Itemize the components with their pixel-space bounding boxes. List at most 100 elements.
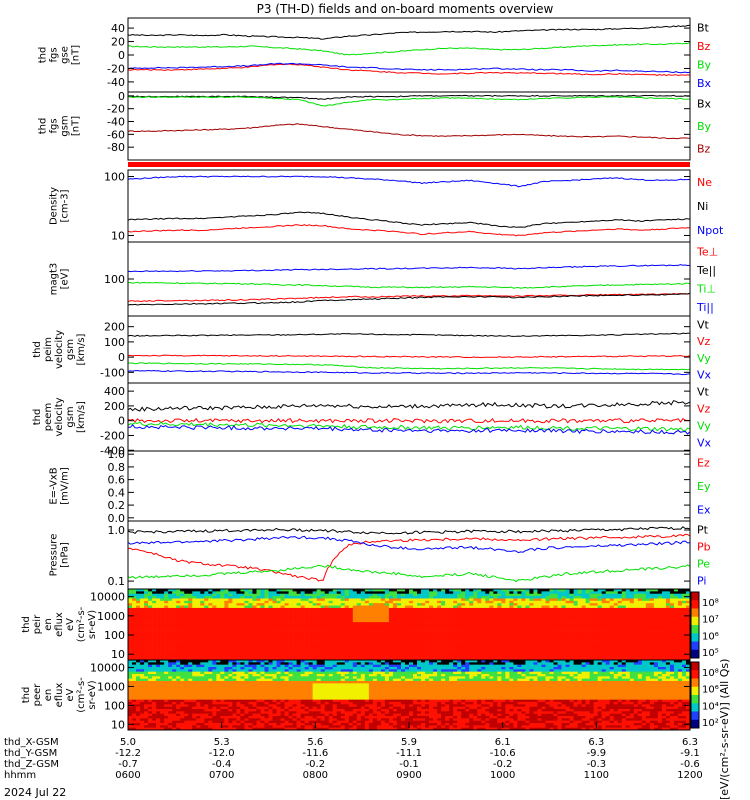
series-line-Bx: [127, 62, 691, 74]
spectrogram-cell: [577, 598, 582, 602]
spectrogram-cell: [533, 591, 538, 595]
spectrogram-cell: [264, 593, 269, 597]
spectrogram-cell: [673, 610, 679, 613]
spectrogram-cell: [256, 603, 261, 606]
spectrogram-cell: [212, 633, 217, 637]
spectrogram-cell: [537, 607, 542, 611]
spectrogram-cell: [645, 638, 651, 642]
series-line-Te||: [127, 292, 691, 306]
spectrogram-cell: [188, 589, 193, 592]
spectrogram-cell: [461, 664, 466, 668]
spectrogram-cell: [673, 617, 679, 621]
spectrogram-cell: [176, 605, 181, 609]
spectrogram-cell: [609, 615, 615, 618]
spectrogram-cell: [537, 612, 542, 616]
spectrogram-cell: [296, 612, 301, 616]
spectrogram-cell: [260, 657, 265, 661]
spectrogram-cell: [376, 619, 382, 623]
spectrogram-cell: [453, 629, 458, 632]
spectrogram-cell: [132, 645, 137, 649]
spectrogram-cell: [665, 641, 671, 644]
spectrogram-cell: [569, 617, 574, 621]
spectrogram-cell: [404, 629, 410, 632]
spectrogram-cell: [645, 624, 651, 628]
spectrogram-cell: [288, 645, 293, 649]
spectrogram-cell: [360, 603, 366, 606]
spectrogram-cell: [232, 660, 237, 663]
spectrogram-cell: [505, 622, 510, 625]
spectrogram-cell: [364, 610, 370, 613]
spectrogram-cell: [308, 652, 313, 656]
y-tick-label: 0.8: [108, 461, 126, 474]
spectrogram-cell: [164, 629, 169, 632]
series-line-Vt: [127, 400, 691, 412]
spectrogram-cell: [348, 612, 354, 616]
spectrogram-cell: [256, 619, 261, 623]
spectrogram-cell: [252, 660, 257, 663]
spectrogram-cell: [461, 591, 466, 595]
spectrogram-cell: [445, 636, 450, 639]
spectrogram-cell: [216, 610, 221, 613]
spectrogram-cell: [180, 622, 185, 625]
spectrogram-cell: [324, 610, 330, 613]
spectrogram-cell: [637, 655, 643, 658]
spectrogram-cell: [304, 593, 309, 597]
spectrogram-cell: [276, 641, 281, 644]
spectrogram-cell: [176, 591, 181, 595]
spectrogram-cell: [425, 624, 430, 628]
spectrogram-cell: [348, 650, 354, 654]
spectrogram-cell: [152, 667, 157, 670]
spectrogram-cell: [348, 596, 354, 599]
spectrogram-cell: [509, 631, 514, 635]
spectrogram-cell: [445, 650, 450, 654]
spectrogram-cell: [473, 652, 478, 656]
spectrogram-cell: [497, 615, 502, 618]
spectrogram-cell: [356, 636, 362, 639]
spectrogram-cell: [557, 667, 562, 670]
spectrogram-cell: [649, 603, 655, 606]
spectrogram-cell: [441, 610, 446, 613]
spectrogram-cell: [244, 624, 249, 628]
spectrogram-cell: [569, 622, 574, 625]
spectrogram-cell: [136, 607, 141, 611]
spectrogram-cell: [625, 652, 631, 656]
spectrogram-cell: [168, 603, 173, 606]
spectrogram-cell: [224, 636, 229, 639]
spectrogram-cell: [164, 636, 169, 639]
spectrogram-cell: [152, 641, 157, 644]
spectrogram-cell: [168, 650, 173, 654]
spectrogram-cell: [276, 598, 281, 602]
spectrogram-cell: [320, 607, 325, 611]
spectrogram-cell: [489, 650, 494, 654]
spectrogram-cell: [148, 626, 153, 630]
spectrogram-cell: [429, 617, 434, 621]
spectrogram-cell: [561, 619, 566, 623]
spectrogram-cell: [637, 622, 643, 625]
spectrogram-cell: [681, 612, 687, 616]
spectrogram-cell: [148, 669, 153, 672]
spectrogram-cell: [645, 667, 651, 670]
spectrogram-cell: [228, 626, 233, 630]
spectrogram-cell: [356, 603, 362, 606]
spectrogram-cell: [657, 652, 663, 656]
spectrogram-cell: [256, 612, 261, 616]
spectrogram-cell: [677, 629, 683, 632]
spectrogram-cell: [685, 603, 691, 606]
spectrogram-cell: [581, 598, 586, 602]
spectrogram-cell: [461, 589, 466, 592]
spectrogram-cell: [477, 600, 482, 604]
spectrogram-cell: [657, 657, 663, 661]
spectrogram-cell: [132, 664, 137, 668]
spectrogram-cell: [196, 598, 201, 602]
spectrogram-cell: [645, 596, 651, 599]
spectrogram-cell: [364, 667, 370, 670]
spectrogram-cell: [445, 615, 450, 618]
spectrogram-cell: [621, 624, 627, 628]
spectrogram-cell: [172, 669, 177, 672]
spectrogram-cell: [316, 610, 321, 613]
spectrogram-cell: [553, 593, 558, 597]
spectrogram-cell: [236, 655, 241, 658]
spectrogram-cell: [413, 645, 418, 649]
spectrogram-cell: [605, 626, 611, 630]
spectrogram-cell: [172, 667, 177, 670]
